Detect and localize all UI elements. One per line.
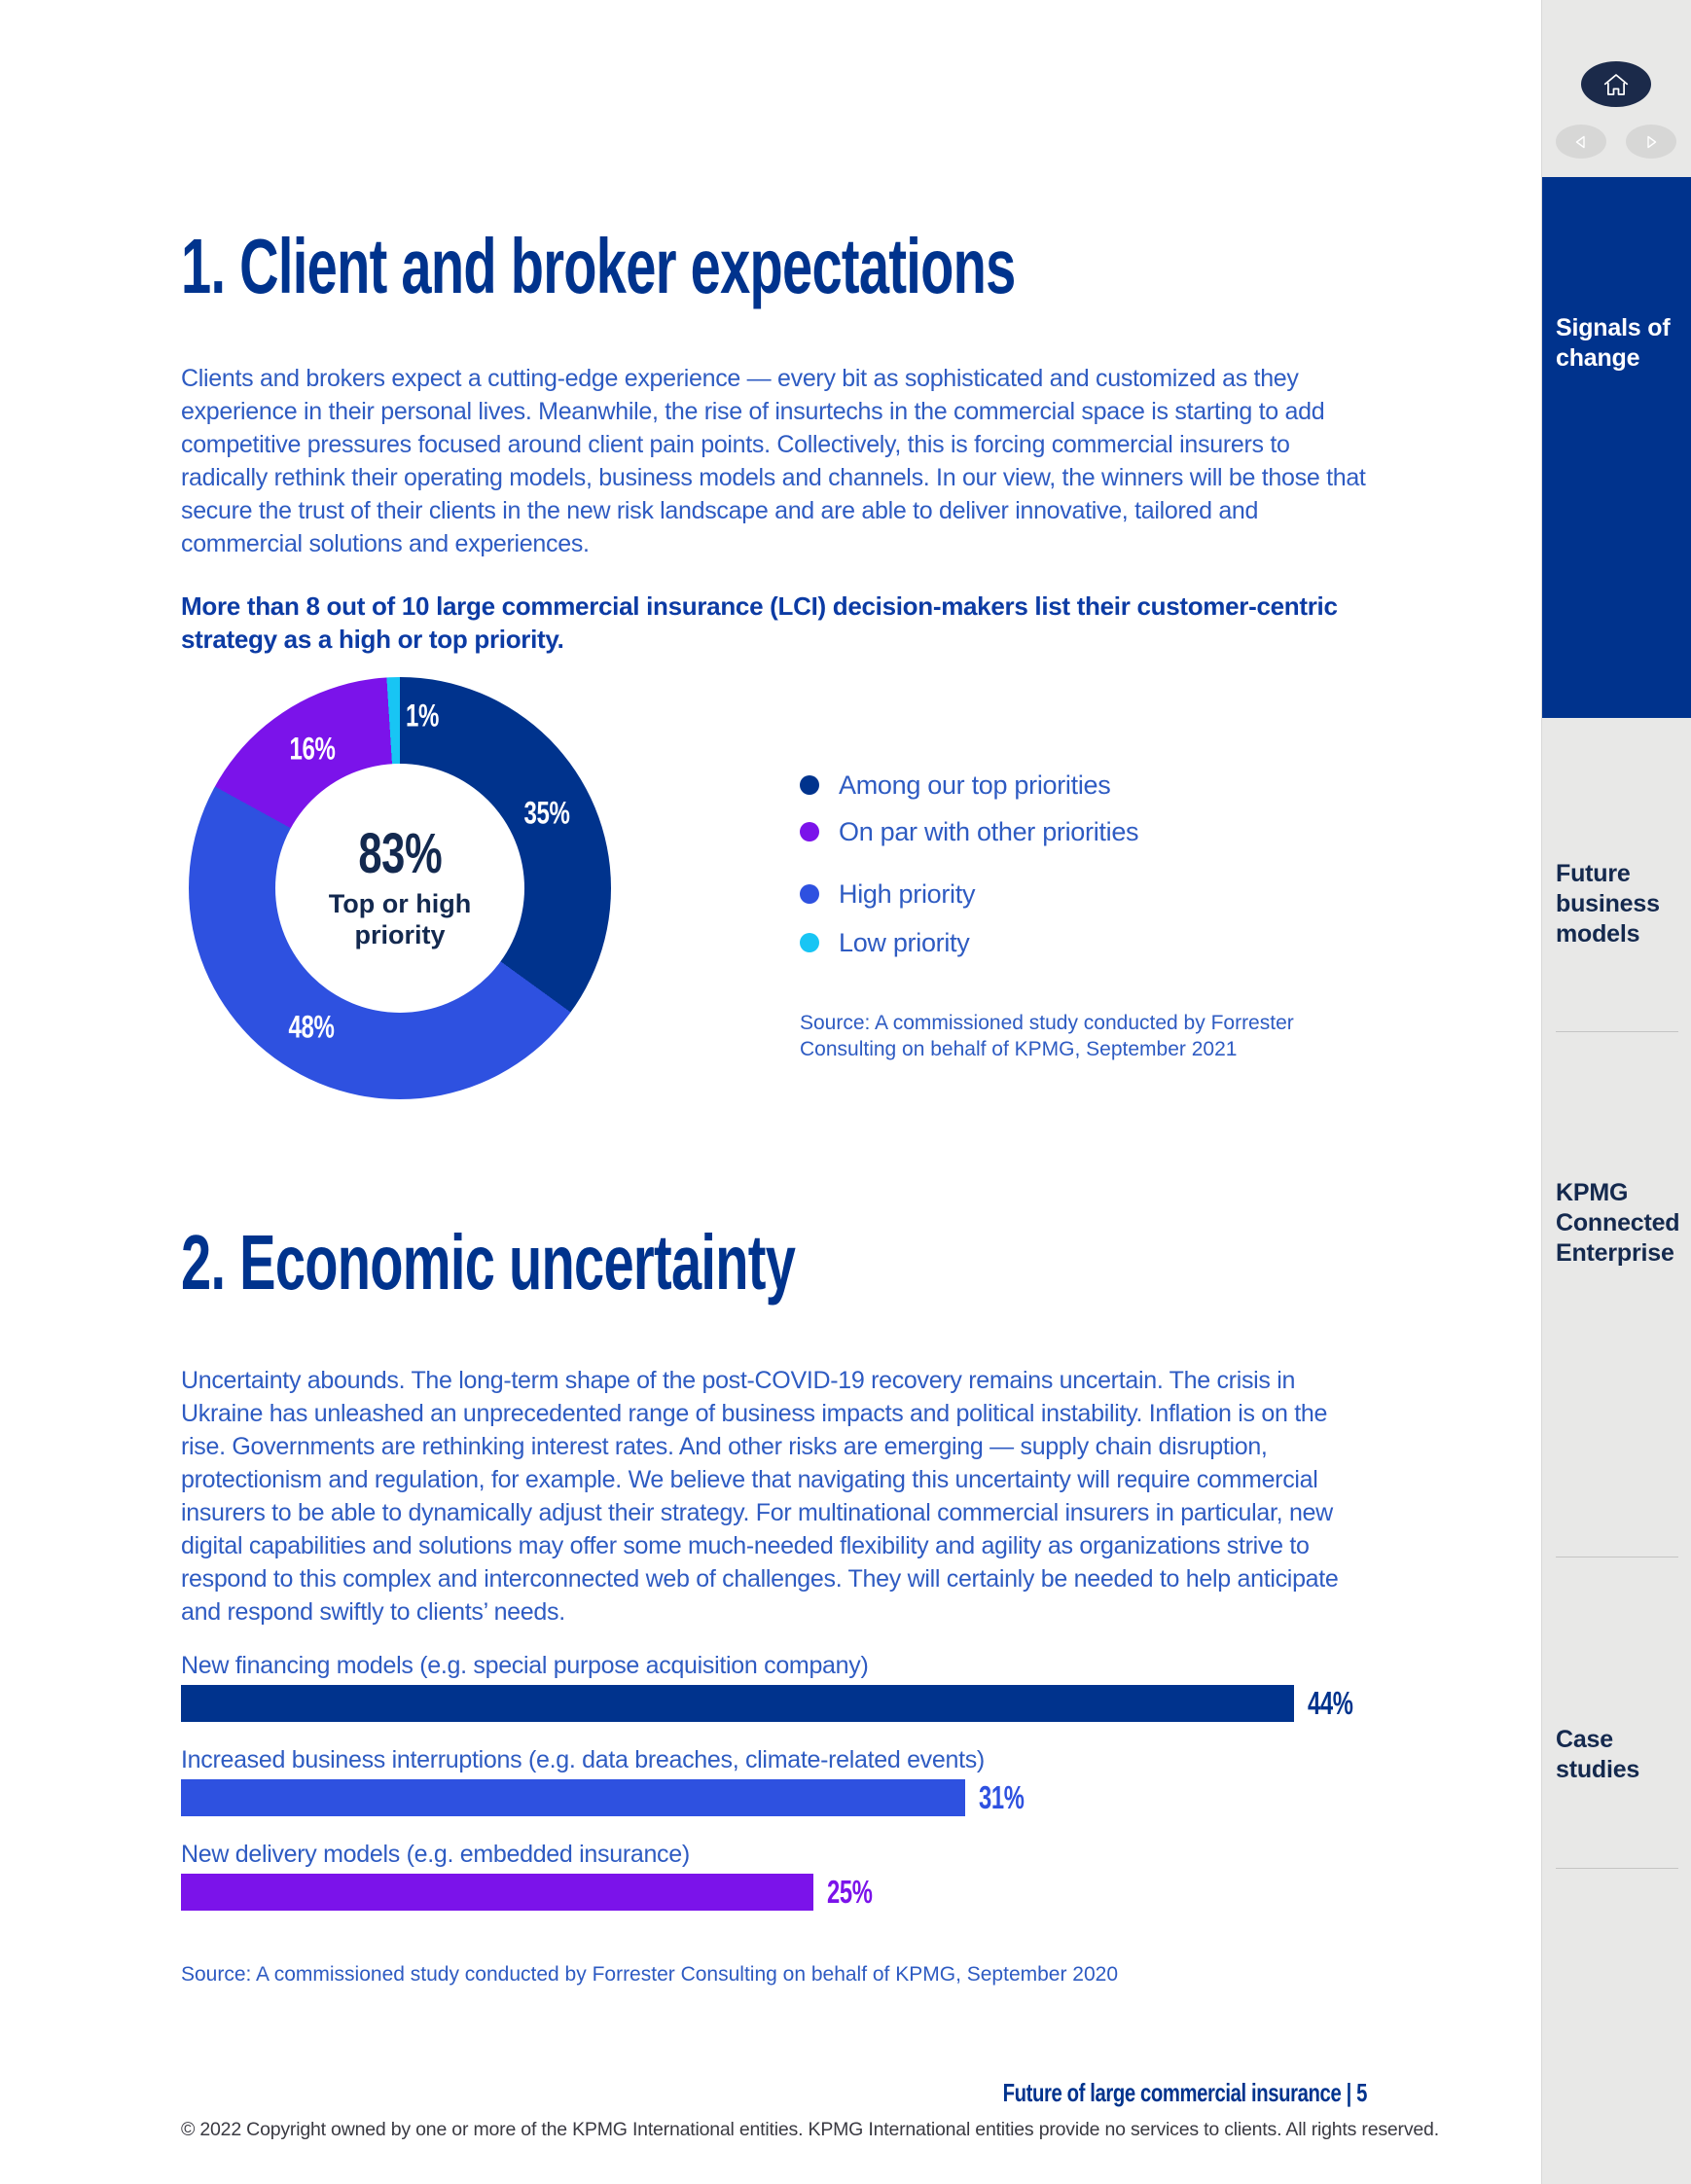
legend-item: On par with other priorities xyxy=(800,815,1139,848)
nav-sidebar: Signals of change Future business models… xyxy=(1541,0,1691,2184)
sidebar-item-label: Signals of change xyxy=(1556,314,1671,372)
donut-center-value: 83% xyxy=(358,822,442,885)
donut-center-caption: Top or high priority xyxy=(328,889,472,949)
sidebar-item-future-business-models[interactable]: Future business models xyxy=(1556,829,1684,949)
sidebar-item-case-studies[interactable]: Case studies xyxy=(1556,1695,1684,1785)
donut-slice-value-48: 48% xyxy=(288,1009,335,1045)
section1-source: Source: A commissioned study conducted b… xyxy=(800,1012,1294,1060)
sidebar-item-signals-of-change[interactable]: Signals of change xyxy=(1542,177,1691,718)
footer-page-label: Future of large commercial insurance | 5 xyxy=(1002,2078,1368,2107)
bar-value-25: 25% xyxy=(827,1874,873,1910)
donut-slice-value-1: 1% xyxy=(406,698,439,734)
sidebar-item-label: KPMG Connected Enterprise xyxy=(1556,1179,1680,1267)
legend-label: High priority xyxy=(839,878,976,909)
legend-dot-cyan xyxy=(800,933,819,952)
legend-item: Low priority xyxy=(800,926,970,959)
previous-arrow-icon xyxy=(1575,135,1585,148)
legend-dot-purple xyxy=(800,822,819,841)
section2-title: 2. Economic uncertainty xyxy=(181,1219,796,1306)
donut-chart: 35% 48% 16% 1% 83% Top or high priority xyxy=(189,677,611,1099)
legend-item: High priority xyxy=(800,877,975,911)
legend-dot-navy xyxy=(800,775,819,795)
donut-slice-value-35: 35% xyxy=(523,795,570,831)
sidebar-divider xyxy=(1556,1031,1678,1032)
bar-value-31: 31% xyxy=(979,1779,1025,1815)
bar-label-delivery: New delivery models (e.g. embedded insur… xyxy=(181,1841,690,1868)
sidebar-divider xyxy=(1556,1868,1678,1869)
previous-page-button[interactable] xyxy=(1556,125,1606,159)
section2-body: Uncertainty abounds. The long-term shape… xyxy=(181,1367,1339,1626)
donut-slice-value-16: 16% xyxy=(289,731,336,767)
next-arrow-icon xyxy=(1647,135,1657,148)
sidebar-item-kpmg-connected-enterprise[interactable]: KPMG Connected Enterprise xyxy=(1556,1148,1684,1269)
legend-label: On par with other priorities xyxy=(839,816,1139,846)
bar-business-interruptions xyxy=(181,1779,965,1816)
footer-copyright: © 2022 Copyright owned by one or more of… xyxy=(181,2119,1439,2140)
sidebar-item-label: Case studies xyxy=(1556,1726,1640,1783)
legend-label: Among our top priorities xyxy=(839,770,1111,800)
bar-new-financing-models xyxy=(181,1685,1294,1722)
donut-center: 83% Top or high priority xyxy=(275,764,524,1013)
home-button[interactable] xyxy=(1581,61,1651,107)
sidebar-item-label: Future business models xyxy=(1556,860,1660,948)
bar-row-financing: 44% xyxy=(181,1685,1371,1722)
next-page-button[interactable] xyxy=(1626,125,1676,159)
bar-label-financing: New financing models (e.g. special purpo… xyxy=(181,1652,869,1679)
legend-dot-blue xyxy=(800,884,819,904)
bar-row-delivery: 25% xyxy=(181,1874,890,1911)
bar-value-44: 44% xyxy=(1308,1685,1353,1721)
home-icon xyxy=(1603,73,1629,95)
section1-body: Clients and brokers expect a cutting-edg… xyxy=(181,365,1366,557)
section2-source: Source: A commissioned study conducted b… xyxy=(181,1963,1119,1986)
bar-label-interruptions: Increased business interruptions (e.g. d… xyxy=(181,1746,985,1773)
section1-statement: More than 8 out of 10 large commercial i… xyxy=(181,591,1338,654)
section1-title: 1. Client and broker expectations xyxy=(181,223,1016,309)
legend-label: Low priority xyxy=(839,927,970,957)
legend-item: Among our top priorities xyxy=(800,769,1111,802)
bar-row-interruptions: 31% xyxy=(181,1779,1042,1816)
bar-new-delivery-models xyxy=(181,1874,813,1911)
